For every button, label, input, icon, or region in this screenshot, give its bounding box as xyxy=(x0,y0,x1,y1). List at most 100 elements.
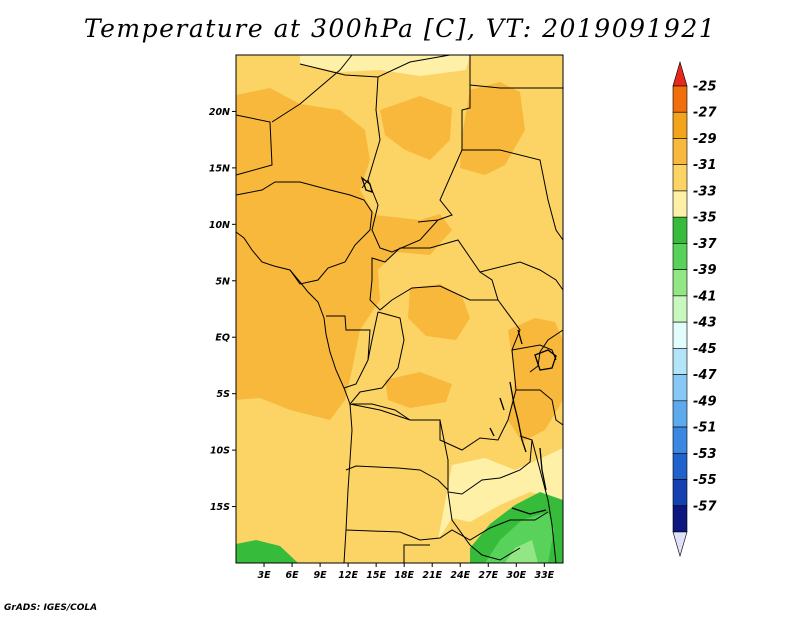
lon-tick-label: 21E xyxy=(422,570,442,581)
colorbar-label: -43 xyxy=(693,316,717,331)
lon-tick-label: 30E xyxy=(506,570,526,581)
border-sudan xyxy=(462,149,564,241)
border-east-coast xyxy=(529,329,564,373)
colorbar-label: -35 xyxy=(693,211,717,226)
lon-tick-label: 15E xyxy=(366,570,386,581)
lake-mweru xyxy=(489,427,495,437)
colorbar-label: -51 xyxy=(693,421,717,436)
border-ne xyxy=(469,84,563,89)
colorbar-swatch xyxy=(672,452,688,480)
colorbar-swatch xyxy=(672,321,688,349)
colorbar-swatch xyxy=(672,374,688,402)
border-tanzania xyxy=(516,389,564,426)
colorbar-bottom-arrow xyxy=(672,531,688,558)
colorbar-label: -45 xyxy=(693,342,717,357)
contour-t35-southwest xyxy=(236,540,298,563)
coastline-west xyxy=(235,231,353,564)
lake-kivu xyxy=(499,397,505,411)
colorbar-label: -53 xyxy=(693,447,717,462)
lake-albert xyxy=(517,329,523,345)
colorbar-label: -31 xyxy=(693,158,717,173)
lon-tick-label: 24E xyxy=(450,570,470,581)
lat-tick-label: EQ xyxy=(215,333,230,344)
contour-t37-southeast xyxy=(485,512,554,563)
latitude-axis: 20N 15N 10N 5N EQ 5S 10S 15S xyxy=(209,107,236,513)
border-south xyxy=(345,511,549,541)
colorbar-swatch xyxy=(672,216,688,244)
border-angola xyxy=(345,403,449,491)
colorbar-swatch xyxy=(672,426,688,454)
temperature-field xyxy=(236,55,563,563)
lon-tick-label: 6E xyxy=(286,570,300,581)
lon-tick-label: 27E xyxy=(478,570,498,581)
border-n4 xyxy=(377,54,451,78)
contour-t29-central xyxy=(408,284,470,340)
colorbar-label: -47 xyxy=(693,368,717,383)
lon-tick-label: 9E xyxy=(314,570,328,581)
border-chad xyxy=(367,179,439,253)
colorbar-label: -29 xyxy=(693,132,717,147)
colorbar-swatch xyxy=(672,400,688,428)
colorbar-swatch xyxy=(672,243,688,270)
map-frame xyxy=(235,54,564,564)
colorbar-label: -41 xyxy=(693,289,717,304)
contour-t29-west xyxy=(236,88,452,420)
lon-tick-label: 12E xyxy=(338,570,358,581)
map-title: Temperature at 300hPa [C], VT: 201909192… xyxy=(83,14,717,43)
lat-tick-label: 15S xyxy=(210,502,230,513)
lon-tick-label: 3E xyxy=(257,570,271,581)
colorbar-swatch xyxy=(672,479,688,507)
colorbar-swatch xyxy=(672,295,688,323)
border-car xyxy=(369,239,499,311)
contour-t29-north xyxy=(380,96,452,160)
border-zim xyxy=(447,491,521,561)
lat-tick-label: 5N xyxy=(215,276,230,287)
colorbar-label: -49 xyxy=(693,394,717,409)
border-congo xyxy=(367,311,379,361)
colorbar-swatch xyxy=(672,269,688,297)
border-n1 xyxy=(235,114,273,176)
border-namibia xyxy=(403,544,430,563)
contour-t29-patch xyxy=(385,372,452,408)
lat-tick-label: 15N xyxy=(209,163,230,174)
lon-tick-label: 18E xyxy=(394,570,414,581)
lake-victoria xyxy=(534,349,557,371)
border-nigeria xyxy=(235,181,373,285)
map-panel: 20N 15N 10N 5N EQ 5S 10S 15S 3E 6E 9E 12E 15E 18E 21E… xyxy=(209,54,564,581)
colorbar-swatch xyxy=(672,138,688,166)
colorbar-top-arrow xyxy=(672,60,688,87)
colorbar-label: -25 xyxy=(693,80,717,95)
lat-tick-label: 5S xyxy=(217,389,231,400)
country-borders xyxy=(235,54,564,564)
border-ssudan xyxy=(479,261,564,291)
lake-chad xyxy=(360,176,373,193)
colorbar-label: -39 xyxy=(693,263,717,278)
lat-tick-label: 20N xyxy=(209,107,230,118)
contour-t33-north xyxy=(300,55,470,76)
lat-tick-label: 10S xyxy=(210,446,230,457)
colorbar-label: -37 xyxy=(693,237,717,252)
colorbar-label: -55 xyxy=(693,473,717,488)
lon-tick-label: 33E xyxy=(534,570,554,581)
colorbar-swatch xyxy=(672,85,688,113)
colorbar-swatch xyxy=(672,505,688,533)
colorbar-swatch xyxy=(672,111,688,139)
lakes xyxy=(360,176,557,515)
colorbar-label: -27 xyxy=(693,106,717,121)
contour-t33-south xyxy=(438,448,563,540)
lake-malawi xyxy=(539,447,547,491)
colorbar: -25 -27 -29 -31 -33 -35 -37 -39 -41 -43 -45 -47 -49 -… xyxy=(672,60,717,558)
lake-kariba xyxy=(511,507,547,515)
lat-tick-label: 10N xyxy=(209,220,230,231)
colorbar-swatch xyxy=(672,190,688,218)
colorbar-label: -57 xyxy=(693,499,717,514)
longitude-axis: 3E 6E 9E 12E 15E 18E 21E 24E 27E 30E 33E xyxy=(257,563,555,581)
border-n2 xyxy=(271,54,353,123)
border-n5 xyxy=(417,55,471,223)
colorbar-label: -33 xyxy=(693,184,717,199)
grads-credit: GrADS: IGES/COLA xyxy=(4,603,98,613)
colorbar-swatch xyxy=(672,164,688,192)
contour-t39-southeast xyxy=(505,540,538,563)
lake-tanganyika xyxy=(509,381,527,453)
